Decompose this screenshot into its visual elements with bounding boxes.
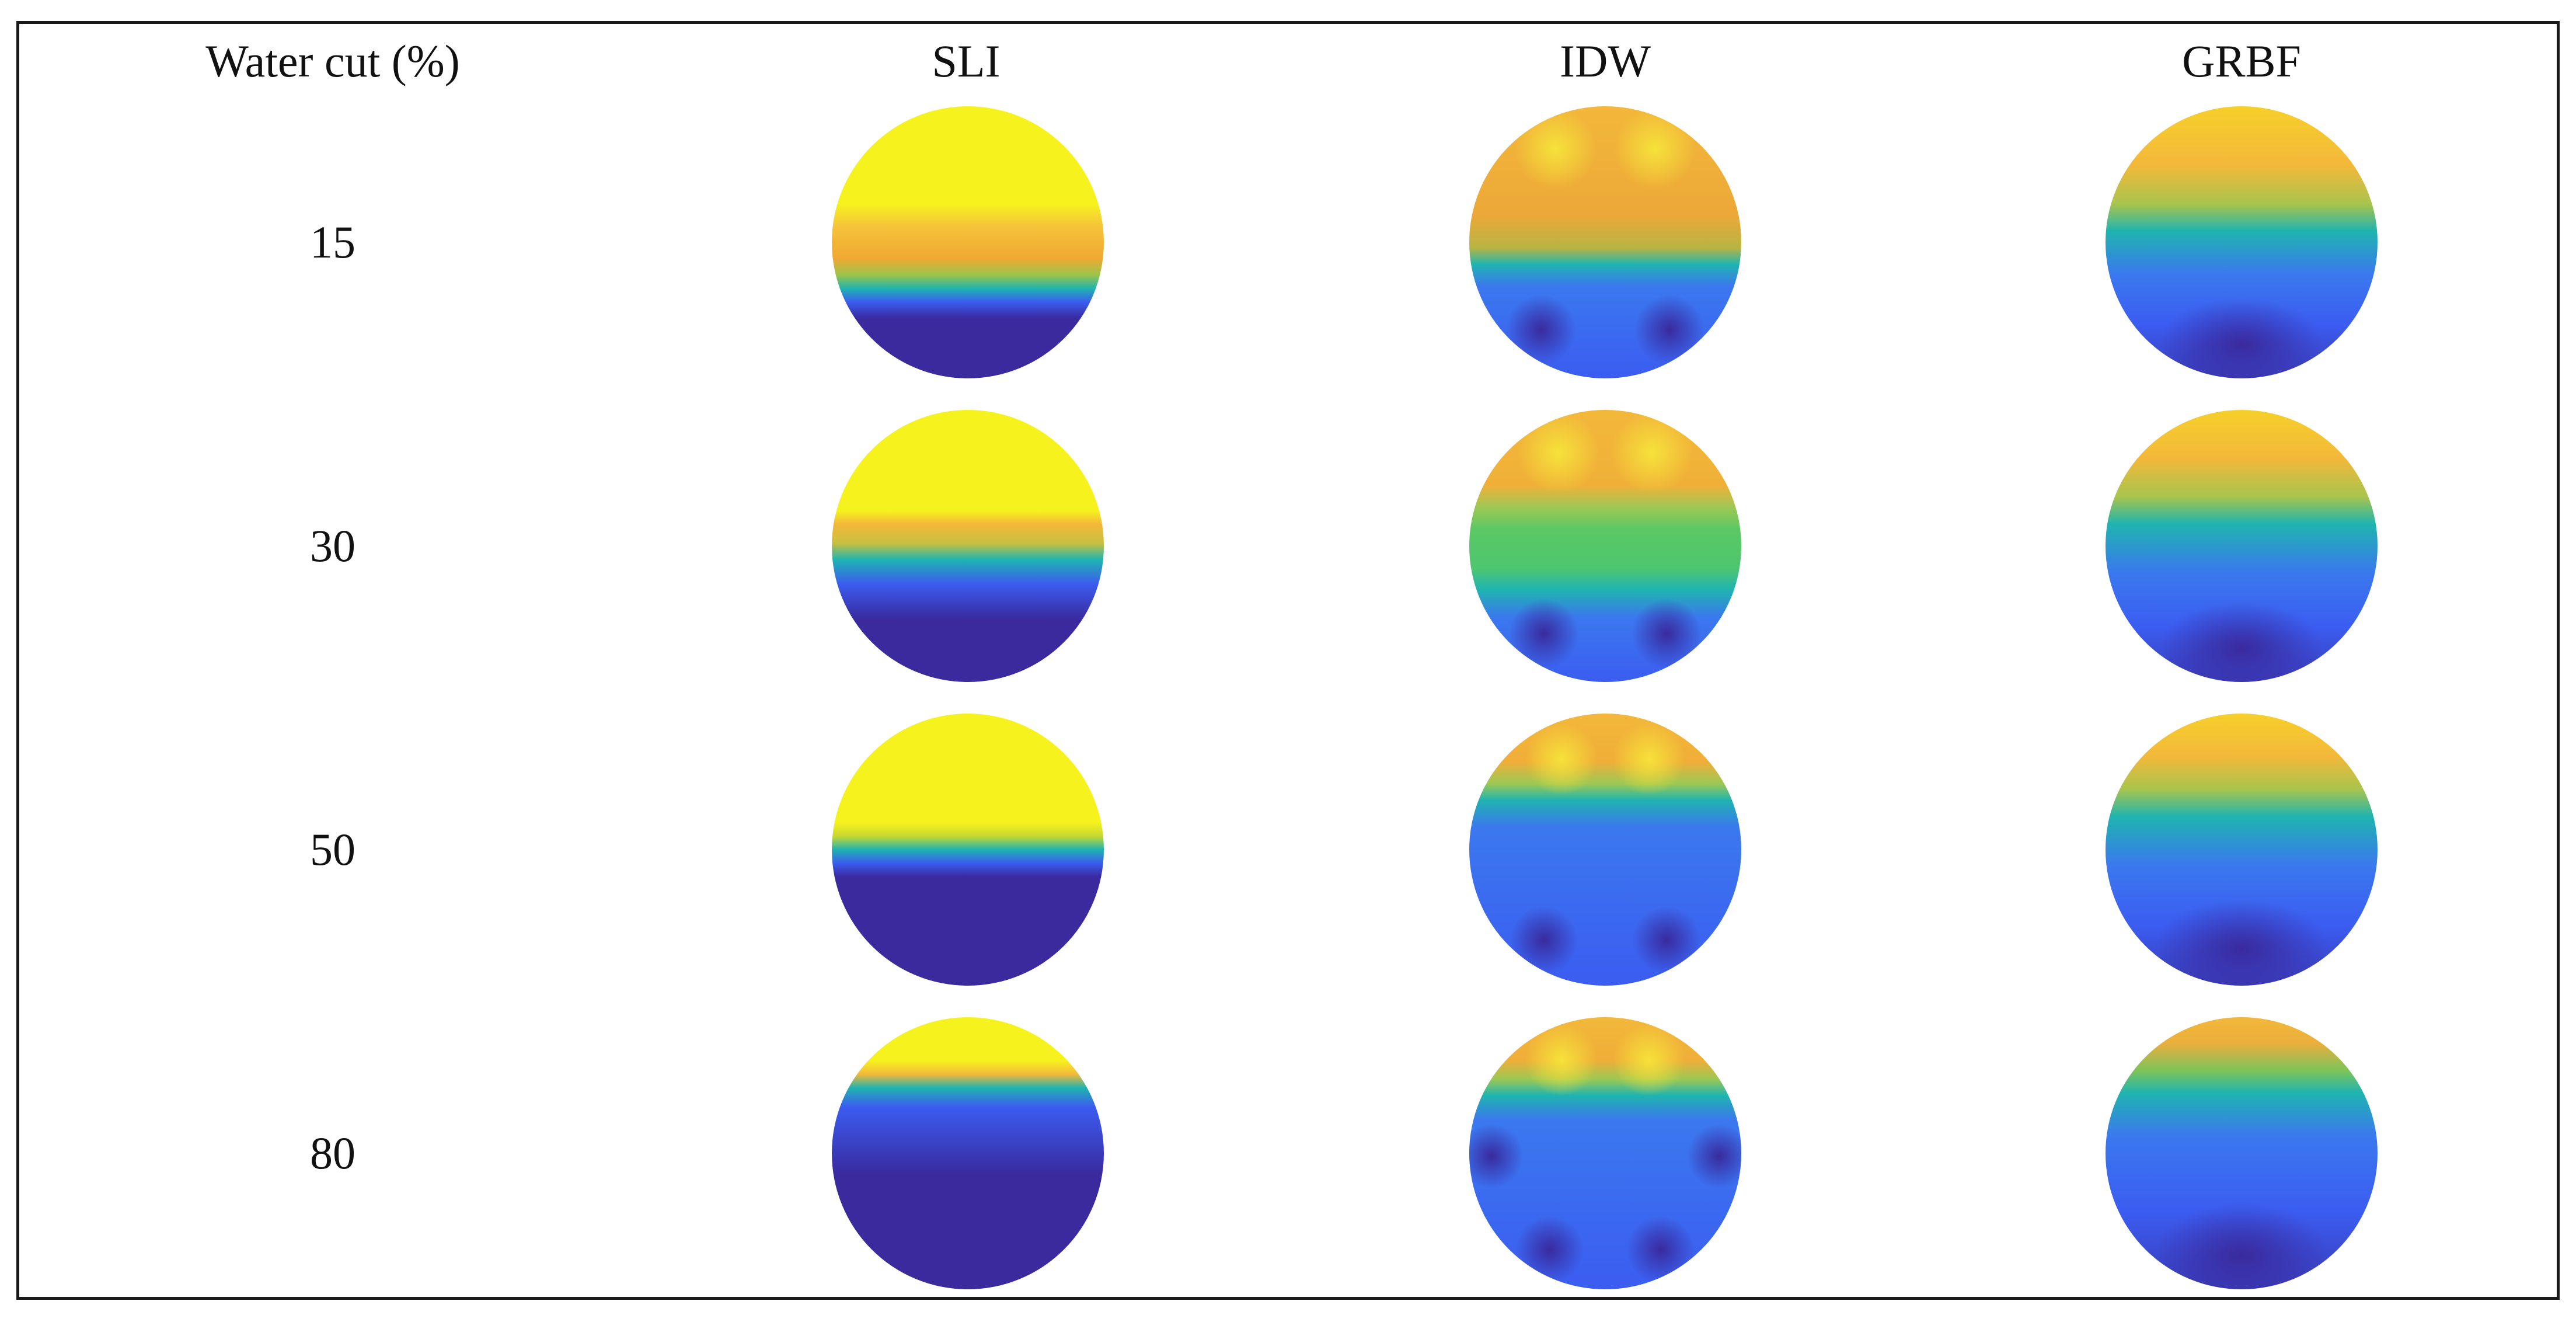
sli-disc-15	[831, 105, 1105, 380]
header-grbf: GRBF	[2182, 36, 2301, 86]
grbf-disc-80	[2104, 1016, 2379, 1290]
row-label-80: 80	[310, 1128, 355, 1178]
sli-disc-30	[831, 409, 1105, 683]
grbf-disc-15	[2104, 105, 2379, 380]
row-label-30: 30	[310, 520, 355, 571]
sli-disc-50	[831, 712, 1105, 987]
figure-frame	[16, 21, 2560, 1300]
idw-disc-50	[1468, 712, 1742, 987]
idw-disc-80	[1468, 1016, 1742, 1290]
sli-disc-80	[831, 1016, 1105, 1290]
row-label-15: 15	[310, 217, 355, 267]
idw-disc-30	[1468, 409, 1742, 683]
header-sli: SLI	[932, 36, 1001, 86]
row-label-50: 50	[310, 824, 355, 875]
grbf-disc-50	[2104, 712, 2379, 987]
header-idw: IDW	[1560, 36, 1651, 86]
header-water-cut: Water cut (%)	[205, 36, 460, 86]
grbf-disc-30	[2104, 409, 2379, 683]
idw-disc-15	[1468, 105, 1742, 380]
